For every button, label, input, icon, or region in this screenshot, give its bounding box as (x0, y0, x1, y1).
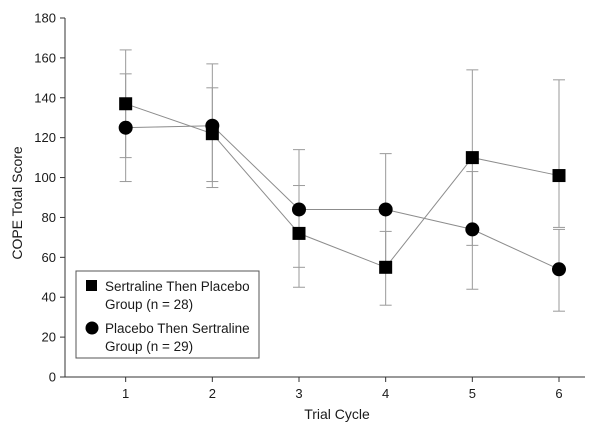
legend-circle-marker (85, 321, 99, 335)
y-tick-label: 40 (42, 290, 56, 305)
series-1-markers (119, 97, 566, 274)
x-tick-label: 1 (122, 386, 129, 401)
x-tick-label: 2 (209, 386, 216, 401)
series-1-line (125, 103, 560, 268)
legend-series-1-line-1: Sertraline Then Placebo (105, 279, 250, 294)
x-tick-label: 4 (382, 386, 389, 401)
circle-marker (292, 202, 306, 217)
y-axis: 0 20 40 60 80 100 120 140 160 180 (34, 11, 66, 385)
x-tick-label: 3 (295, 386, 302, 401)
square-marker (552, 169, 566, 183)
y-tick-label: 80 (42, 210, 56, 225)
circle-marker (552, 262, 566, 277)
y-tick-label: 100 (34, 170, 56, 185)
series-layer (118, 49, 566, 312)
y-tick-label: 160 (34, 50, 56, 65)
y-tick-label: 180 (34, 11, 56, 26)
legend-box (75, 270, 260, 359)
square-marker (465, 151, 479, 165)
x-axis-title: Trial Cycle (304, 406, 370, 422)
legend-square-marker (86, 280, 97, 291)
circle-marker (118, 120, 133, 135)
legend-series-2-line-2: Group (n = 29) (105, 339, 193, 354)
y-tick-label: 20 (42, 330, 56, 345)
y-ticks: 0 20 40 60 80 100 120 140 160 180 (34, 11, 65, 385)
circle-marker (465, 222, 480, 237)
y-tick-label: 120 (34, 130, 56, 145)
y-axis-title: COPE Total Score (9, 146, 25, 260)
y-tick-label: 60 (42, 250, 56, 265)
square-marker (292, 226, 306, 240)
square-marker (379, 260, 393, 274)
legend-series-1-line-2: Group (n = 28) (105, 297, 193, 312)
x-tick-label: 5 (469, 386, 476, 401)
series-1-error-bars (119, 49, 565, 306)
series-2-markers (118, 118, 566, 277)
y-tick-label: 0 (49, 370, 56, 385)
circle-marker (378, 202, 393, 217)
circle-marker (205, 118, 220, 133)
x-axis: 1 2 3 4 5 6 (65, 376, 585, 401)
legend-series-2-line-1: Placebo Then Sertraline (105, 321, 250, 336)
legend: Sertraline Then Placebo Group (n = 28) P… (75, 270, 260, 359)
series-2-line (125, 125, 560, 270)
square-marker (119, 97, 133, 111)
y-tick-label: 140 (34, 90, 56, 105)
x-tick-label: 6 (555, 386, 562, 401)
x-ticks: 1 2 3 4 5 6 (122, 377, 563, 401)
